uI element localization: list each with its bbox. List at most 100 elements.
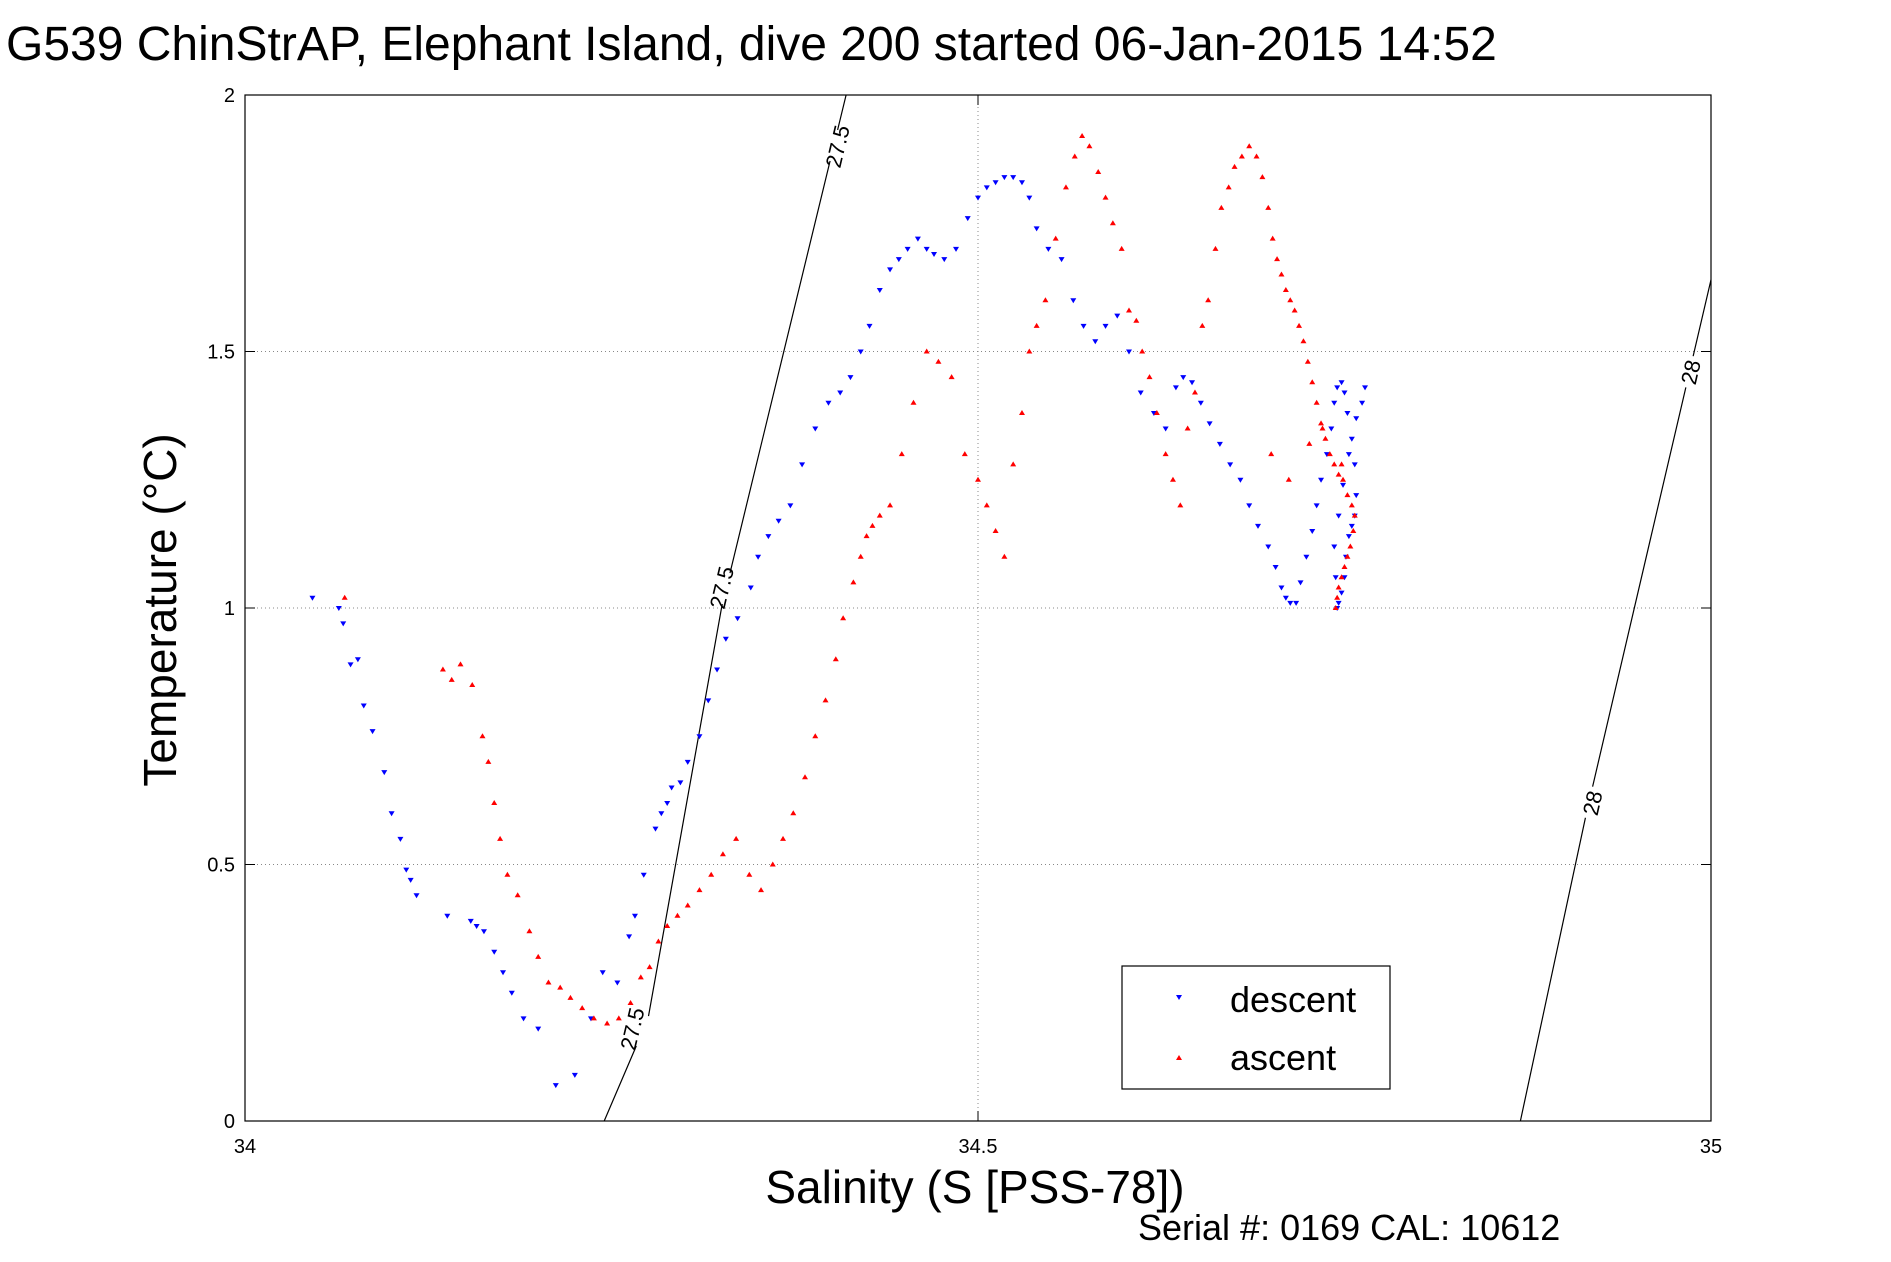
- descent-point: [664, 800, 671, 806]
- ascent-point: [637, 974, 644, 980]
- descent-point: [1341, 575, 1348, 581]
- chart-legend: descent ascent: [1121, 965, 1391, 1090]
- descent-point: [1338, 380, 1345, 386]
- ascent-point: [1218, 204, 1225, 210]
- ascent-point: [863, 533, 870, 539]
- ascent-point: [758, 887, 765, 893]
- ascent-point: [719, 851, 726, 857]
- descent-point: [1026, 195, 1033, 201]
- descent-point: [1045, 246, 1052, 252]
- descent-point: [923, 246, 930, 252]
- ascent-point: [615, 1015, 622, 1021]
- contour-label: 28: [1676, 357, 1706, 386]
- descent-point: [1362, 385, 1369, 391]
- descent-point: [787, 503, 794, 509]
- ascent-point: [1331, 461, 1338, 467]
- descent-point: [381, 770, 388, 776]
- ascent-point: [1322, 435, 1329, 441]
- ascent-point: [514, 892, 521, 898]
- ascent-point: [1071, 153, 1078, 159]
- ascent-point: [812, 733, 819, 739]
- descent-point: [668, 785, 675, 791]
- ascent-point: [780, 835, 787, 841]
- serial-footer: Serial #: 0169 CAL: 10612: [1138, 1207, 1560, 1248]
- legend-descent-marker: [1176, 995, 1182, 1000]
- descent-point: [535, 1026, 542, 1032]
- ascent-point: [1231, 163, 1238, 169]
- ascent-point: [1225, 184, 1232, 190]
- descent-point: [1297, 580, 1304, 586]
- ascent-point: [910, 399, 917, 405]
- y-axis-label: Temperature (°C): [134, 433, 186, 786]
- descent-point: [1237, 477, 1244, 483]
- descent-point: [1125, 349, 1132, 355]
- descent-point: [1102, 323, 1109, 329]
- descent-point: [626, 934, 633, 940]
- ascent-point: [1300, 338, 1307, 344]
- descent-point: [500, 970, 507, 976]
- ascent-point: [1341, 563, 1348, 569]
- descent-point: [876, 287, 883, 293]
- ascent-point: [1033, 322, 1040, 328]
- descent-point: [407, 877, 414, 883]
- descent-point: [866, 323, 873, 329]
- descent-point: [444, 913, 451, 919]
- descent-point: [1334, 385, 1341, 391]
- ascent-point: [802, 774, 809, 780]
- y-tick-label: 2: [224, 85, 235, 107]
- ascent-point: [1199, 322, 1206, 328]
- descent-point: [983, 185, 990, 191]
- ascent-point: [1282, 286, 1289, 292]
- descent-point: [520, 1016, 527, 1022]
- x-axis-label: Salinity (S [PSS-78]): [765, 1161, 1184, 1213]
- descent-point: [1287, 600, 1294, 606]
- ascent-point: [1326, 451, 1333, 457]
- descent-point: [1303, 554, 1310, 560]
- ascent-point: [1348, 502, 1355, 508]
- ascent-point: [1184, 425, 1191, 431]
- ascent-point: [1285, 476, 1292, 482]
- descent-point: [1331, 400, 1338, 406]
- ascent-point: [1001, 553, 1008, 559]
- descent-point: [1189, 380, 1196, 386]
- ascent-point: [627, 1000, 634, 1006]
- descent-point: [1246, 503, 1253, 509]
- descent-point: [369, 729, 376, 735]
- ascent-point: [545, 979, 552, 985]
- grid-lines: [244, 94, 1712, 1122]
- ascent-point: [664, 923, 671, 929]
- descent-point: [1150, 411, 1157, 417]
- ascent-point: [526, 928, 533, 934]
- ascent-point: [1351, 512, 1358, 518]
- descent-point: [964, 216, 971, 222]
- ascent-point: [1079, 133, 1086, 139]
- descent-point: [1345, 452, 1352, 458]
- descent-point: [388, 811, 395, 817]
- descent-point: [847, 375, 854, 381]
- descent-point: [1206, 421, 1213, 427]
- descent-point: [775, 518, 782, 524]
- ascent-point: [1313, 399, 1320, 405]
- x-tick-label: 34: [234, 1136, 256, 1158]
- descent-point: [992, 180, 999, 186]
- ascent-point: [604, 1020, 611, 1026]
- descent-point: [1180, 375, 1187, 381]
- ascent-point: [1102, 194, 1109, 200]
- ascent-point: [1095, 168, 1102, 174]
- descent-point: [755, 554, 762, 560]
- ascent-point: [497, 835, 504, 841]
- descent-point: [1328, 426, 1335, 432]
- ascent-point: [1334, 594, 1341, 600]
- ascent-point: [876, 512, 883, 518]
- ascent-point: [479, 733, 486, 739]
- ascent-point: [535, 953, 542, 959]
- ascent-point: [504, 871, 511, 877]
- ascent-point: [1246, 143, 1253, 149]
- descent-point: [953, 246, 960, 252]
- ascent-point: [1062, 184, 1069, 190]
- ascent-point: [341, 594, 348, 600]
- descent-point: [765, 534, 772, 540]
- descent-point: [1351, 462, 1358, 468]
- ascent-point: [857, 553, 864, 559]
- y-tick-label: 1.5: [207, 342, 235, 364]
